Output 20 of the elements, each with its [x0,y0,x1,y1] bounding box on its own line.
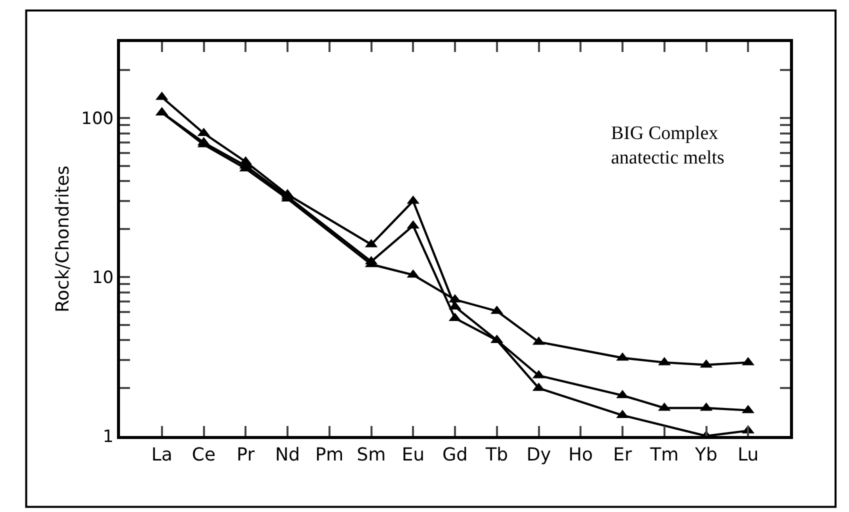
x-tick-label: Sm [356,444,386,466]
x-tick-label: Er [613,444,632,466]
x-tick-label: Tm [649,444,679,466]
annotation: BIG Complex anatectic melts [611,123,724,169]
x-tick-label: Pr [236,444,256,466]
x-tick-label: Ce [192,444,216,466]
x-tick-label: Pm [315,444,344,466]
x-tick-label: Yb [694,444,718,466]
x-tick-label: Eu [402,444,425,466]
y-tick-label: 100 [81,108,114,129]
y-tick-label: 10 [92,268,114,288]
x-tick-label: Ho [568,444,593,466]
x-tick-label: La [151,444,172,466]
y-tick-label: 1 [102,426,114,447]
x-tick-label: Dy [526,444,552,466]
x-tick-label: Nd [275,444,300,466]
x-tick-label: Lu [738,444,759,466]
y-axis-title: Rock/Chondrites [52,166,74,312]
x-tick-label: Gd [442,444,468,466]
x-tick-label: Tb [484,444,508,466]
